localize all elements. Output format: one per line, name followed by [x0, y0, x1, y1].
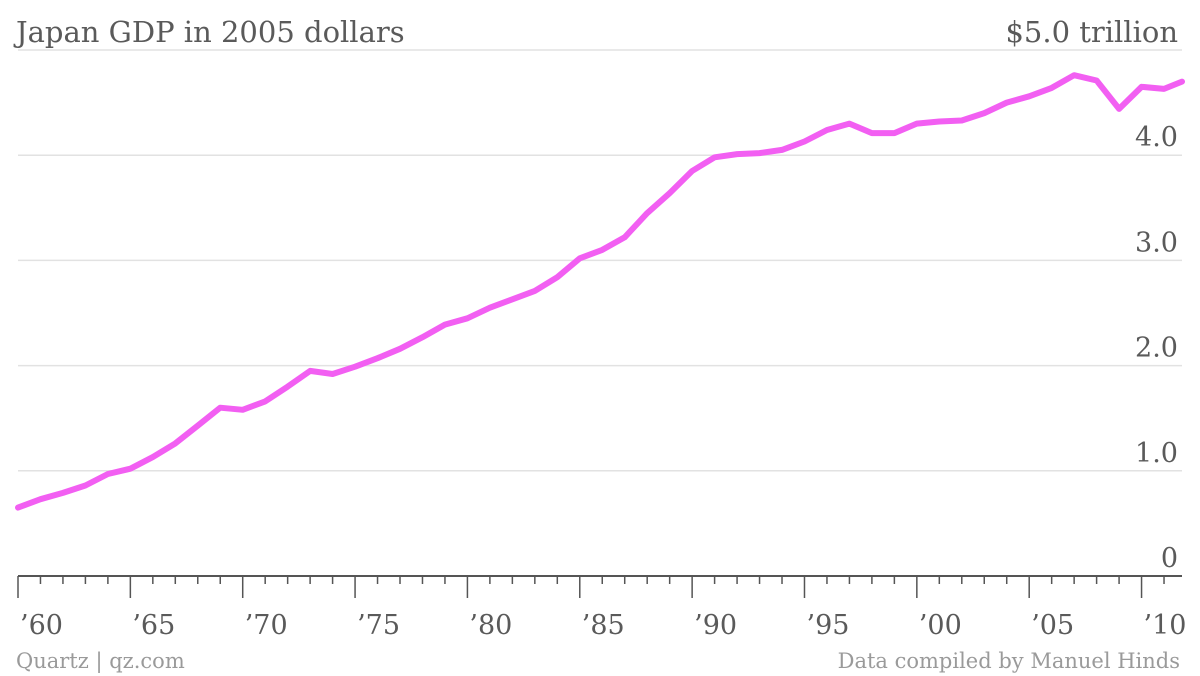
- x-tick-label: ’00: [919, 610, 962, 641]
- series-line: [15, 72, 1185, 511]
- y-tick-label: 0: [1161, 543, 1178, 574]
- y-tick-label: 4.0: [1135, 122, 1178, 153]
- x-tick-label: ’70: [245, 610, 288, 641]
- x-tick-label: ’75: [357, 610, 400, 641]
- x-axis: ’60 ’65 ’70 ’75 ’80 ’85 ’90 ’95 ’00 ’05 ’10: [17, 575, 1187, 641]
- y-tick-label: 3.0: [1135, 227, 1178, 258]
- series-layer: [15, 72, 1185, 511]
- chart-title: Japan GDP in 2005 dollars: [13, 15, 405, 49]
- x-tick-label: ’90: [694, 610, 737, 641]
- x-tick-label: ’95: [806, 610, 849, 641]
- x-tick-label: ’85: [582, 610, 625, 641]
- x-tick-label: ’60: [20, 610, 63, 641]
- x-tick-label: ’65: [132, 610, 175, 641]
- y-axis-top-label: $5.0 trillion: [1005, 15, 1178, 49]
- footer-source-right: Data compiled by Manuel Hinds: [838, 649, 1180, 673]
- footer-source-left: Quartz | qz.com: [16, 649, 185, 674]
- y-tick-label: 2.0: [1135, 333, 1178, 364]
- gridlines: [18, 49, 1182, 472]
- y-tick-label: 1.0: [1135, 438, 1178, 469]
- x-tick-label: ’10: [1144, 610, 1187, 641]
- x-tick-label: ’05: [1031, 610, 1074, 641]
- x-tick-label: ’80: [469, 610, 512, 641]
- y-axis-tick-labels: 0 1.0 2.0 3.0 4.0: [1135, 122, 1178, 574]
